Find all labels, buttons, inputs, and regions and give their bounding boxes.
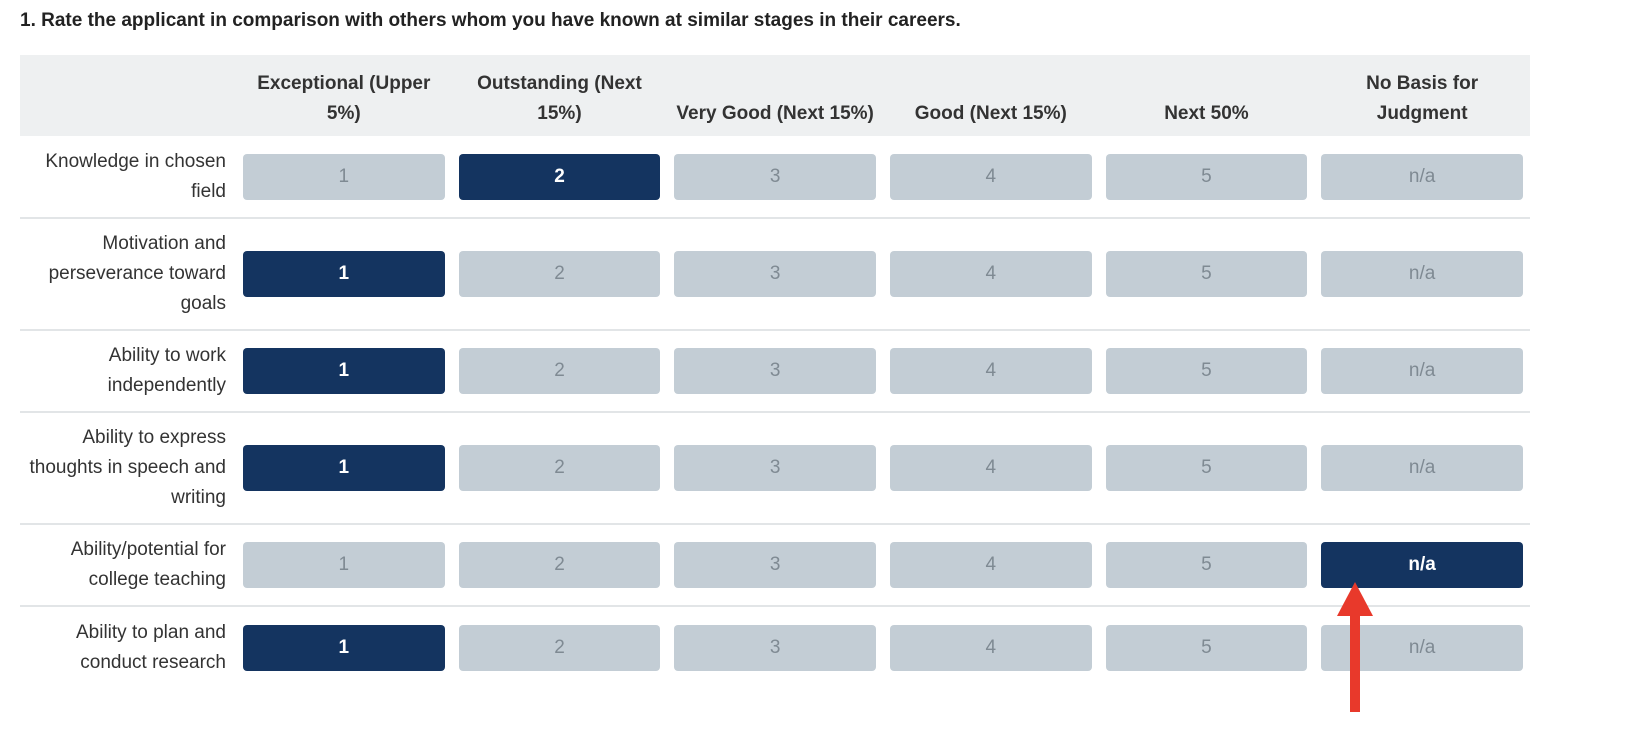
rating-option-1[interactable]: 1 (243, 251, 445, 297)
rating-option-3[interactable]: 3 (674, 251, 876, 297)
rating-option-2[interactable]: 2 (458, 542, 661, 588)
rating-option-4[interactable]: 4 (889, 445, 1092, 491)
row-label: Ability to plan and conduct research (76, 621, 226, 673)
rating-option-2[interactable]: 2 (458, 445, 661, 491)
rating-row: Motivation and perseverance toward goals… (20, 218, 1530, 331)
rating-option-1[interactable]: 1 (243, 542, 445, 588)
rating-option-3[interactable]: 3 (674, 445, 876, 491)
question-title: 1. Rate the applicant in comparison with… (20, 10, 961, 31)
rating-option-1[interactable]: 1 (243, 624, 445, 671)
row-label: Ability to work independently (20, 330, 236, 413)
row-label: Motivation and perseverance toward goals (20, 218, 236, 331)
rating-option-4[interactable]: 4 (889, 348, 1092, 394)
rating-option-na[interactable]: n/a (1321, 348, 1523, 394)
annotation-arrow-icon (1337, 582, 1373, 712)
rating-option-na[interactable]: n/a (1321, 153, 1523, 200)
column-header: Next 50% (1098, 55, 1315, 136)
rating-row: Ability to express thoughts in speech an… (20, 412, 1530, 525)
rating-grid: Exceptional (Upper 5%) Outstanding (Next… (20, 55, 1530, 688)
arrow-shaft (1350, 612, 1360, 712)
rating-option-5[interactable]: 5 (1105, 153, 1308, 200)
rating-row: Knowledge in chosen field 1 2 3 4 5 n/a (20, 136, 1530, 219)
rating-option-1[interactable]: 1 (243, 445, 445, 491)
row-label: Knowledge in chosen field (20, 136, 236, 219)
rating-row: Ability to work independently 1 2 3 4 5 … (20, 330, 1530, 413)
rating-option-1[interactable]: 1 (243, 348, 445, 394)
column-header: Very Good (Next 15%) (667, 55, 883, 136)
rating-option-4[interactable]: 4 (889, 153, 1092, 200)
rating-option-2[interactable]: 2 (458, 153, 661, 200)
rating-option-5[interactable]: 5 (1105, 251, 1308, 297)
rating-option-2[interactable]: 2 (458, 624, 661, 671)
rating-option-5[interactable]: 5 (1105, 542, 1308, 588)
rating-option-na[interactable]: n/a (1321, 542, 1523, 588)
rating-option-4[interactable]: 4 (889, 542, 1092, 588)
rating-row: Ability/potential for college teaching 1… (20, 524, 1530, 607)
rating-option-na[interactable]: n/a (1321, 445, 1523, 491)
rating-option-1[interactable]: 1 (243, 153, 445, 200)
rating-option-5[interactable]: 5 (1105, 624, 1308, 671)
header-corner (20, 55, 236, 136)
header-row: Exceptional (Upper 5%) Outstanding (Next… (20, 55, 1530, 136)
rating-option-4[interactable]: 4 (889, 624, 1092, 671)
column-header: Good (Next 15%) (882, 55, 1099, 136)
row-label: Ability/potential for college teaching (20, 524, 236, 607)
rating-option-4[interactable]: 4 (889, 251, 1092, 297)
rating-option-2[interactable]: 2 (458, 348, 661, 394)
rating-option-3[interactable]: 3 (674, 153, 876, 200)
rating-option-3[interactable]: 3 (674, 348, 876, 394)
rating-option-3[interactable]: 3 (674, 542, 876, 588)
rating-option-5[interactable]: 5 (1105, 348, 1308, 394)
column-header: Outstanding (Next 15%) (451, 55, 668, 136)
column-header: Exceptional (Upper 5%) (236, 55, 452, 136)
rating-row: Ability to plan and conduct research 1 2… (20, 606, 1530, 688)
column-header: No Basis for Judgment (1314, 55, 1530, 136)
rating-option-3[interactable]: 3 (674, 624, 876, 671)
rating-option-na[interactable]: n/a (1321, 251, 1523, 297)
arrow-head (1337, 582, 1373, 616)
rating-option-2[interactable]: 2 (458, 251, 661, 297)
row-label: Ability to express thoughts in speech an… (20, 412, 236, 525)
rating-option-5[interactable]: 5 (1105, 445, 1308, 491)
